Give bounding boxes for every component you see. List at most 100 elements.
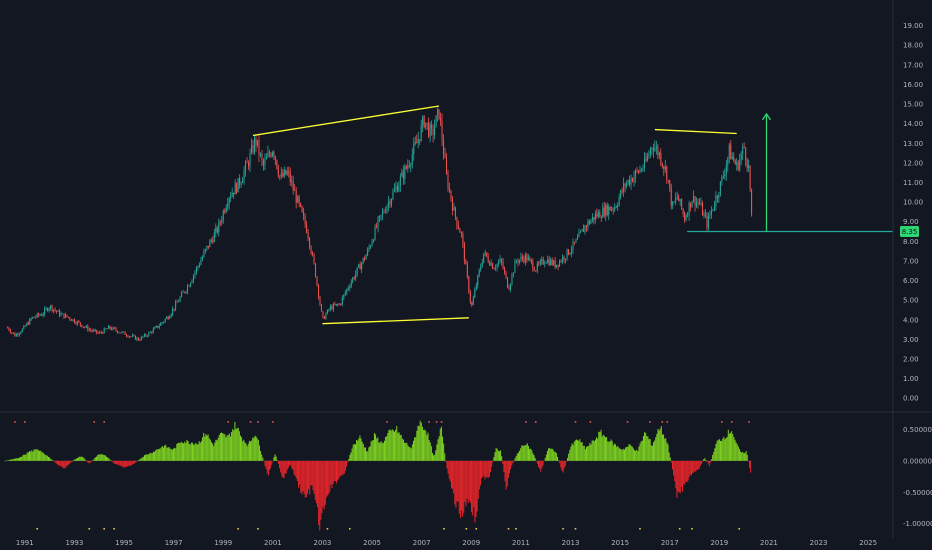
- trendline[interactable]: [322, 317, 469, 325]
- histogram-bar: [252, 437, 254, 461]
- candle-body: [743, 146, 745, 148]
- candle-body: [96, 329, 98, 333]
- histogram-bar: [726, 436, 728, 461]
- histogram-bar: [732, 433, 734, 461]
- histogram-bar: [597, 438, 599, 461]
- histogram-bar: [677, 460, 679, 492]
- candle-body: [356, 267, 358, 274]
- trendline[interactable]: [252, 105, 440, 137]
- candle-body: [609, 206, 611, 211]
- candle-body: [535, 270, 537, 272]
- histogram-bar: [651, 445, 653, 461]
- candle-body: [554, 260, 556, 268]
- histogram-bar: [353, 444, 355, 461]
- candle-body: [696, 201, 698, 206]
- candle-body: [550, 259, 552, 265]
- candle-body: [137, 337, 139, 340]
- histogram-bar: [667, 444, 669, 461]
- candle-body: [207, 245, 209, 248]
- time-axis[interactable]: 1991 1993 1995 1997 1999 2001 2003 2005 2007 2009…: [16, 539, 877, 547]
- candle-body: [148, 332, 150, 336]
- histogram-bar: [237, 428, 239, 461]
- candle-body: [401, 171, 403, 177]
- histogram-bar: [106, 456, 108, 461]
- candle-body: [149, 331, 151, 333]
- histogram-bar: [80, 456, 82, 461]
- candle-body: [146, 335, 148, 337]
- histogram-bar: [147, 454, 149, 461]
- candle-body: [466, 264, 468, 277]
- candle-body: [139, 339, 141, 341]
- histogram-bar: [209, 439, 211, 461]
- histogram-bar: [644, 432, 646, 461]
- histogram-bar: [70, 460, 72, 463]
- histogram-bar: [351, 448, 353, 461]
- price-pane[interactable]: [6, 105, 893, 342]
- price-tick-label: 2.00: [903, 356, 919, 364]
- histogram-bar: [5, 460, 7, 462]
- histogram-bar: [569, 449, 571, 461]
- oscillator-axis[interactable]: 0.50000 0.00000 -0.50000 -1.00000: [903, 426, 932, 528]
- histogram-bar: [658, 430, 660, 461]
- candle-body: [749, 165, 751, 190]
- candle-body: [407, 165, 409, 169]
- candle-body: [517, 260, 519, 263]
- histogram-bar: [690, 460, 692, 476]
- histogram-bar: [481, 460, 483, 479]
- histogram-bar: [488, 460, 490, 477]
- histogram-bar: [391, 429, 393, 461]
- candle-body: [709, 214, 711, 216]
- candle-body: [362, 258, 364, 264]
- candle-body: [672, 201, 674, 206]
- trendline[interactable]: [654, 128, 737, 135]
- histogram-bar: [669, 457, 671, 461]
- candle-body: [143, 334, 145, 337]
- histogram-bar: [477, 460, 479, 499]
- histogram-bar: [94, 457, 96, 461]
- candle-body: [658, 152, 660, 156]
- histogram-bar: [694, 460, 696, 472]
- histogram-bar: [632, 448, 634, 461]
- histogram-bar: [665, 438, 667, 461]
- signal-dot-marker: [738, 527, 741, 530]
- histogram-bar: [497, 450, 499, 461]
- histogram-bar: [114, 460, 116, 464]
- candle-body: [298, 196, 300, 204]
- histogram-bar: [444, 453, 446, 461]
- target-arrow-head-icon[interactable]: [761, 112, 772, 121]
- candle-body: [556, 264, 558, 268]
- histogram-bar: [214, 442, 216, 461]
- candle-body: [228, 198, 230, 204]
- candle-body: [568, 249, 570, 255]
- candle-body: [195, 267, 197, 273]
- histogram-bar: [608, 441, 610, 461]
- candle-body: [277, 168, 279, 176]
- candle-body: [645, 158, 647, 161]
- signal-dot-marker: [649, 421, 651, 423]
- histogram-bar: [338, 460, 340, 480]
- candle-body: [6, 327, 8, 329]
- histogram-bar: [419, 420, 421, 461]
- candle-body: [499, 259, 501, 263]
- histogram-bar: [218, 434, 220, 461]
- price-tick-label: 15.00: [903, 101, 923, 109]
- candle-body: [268, 152, 270, 155]
- candle-body: [541, 259, 543, 261]
- price-axis[interactable]: 19.00 18.00 17.00 16.00 15.00 14.00 13.00 12.00…: [900, 22, 923, 403]
- candle-body: [507, 277, 509, 288]
- candle-body: [115, 328, 117, 331]
- candle-body: [97, 332, 99, 334]
- histogram-bar: [23, 454, 25, 461]
- candle-body: [191, 280, 193, 284]
- histogram-bar: [305, 460, 307, 498]
- histogram-bar: [275, 456, 277, 461]
- candle-body: [496, 263, 498, 268]
- candle-body: [245, 162, 247, 171]
- histogram-bar: [516, 453, 518, 461]
- candle-body: [623, 183, 625, 192]
- histogram-bar: [636, 449, 638, 461]
- histogram-bar: [529, 448, 531, 461]
- histogram-bar: [373, 432, 375, 461]
- oscillator-pane[interactable]: [4, 420, 752, 531]
